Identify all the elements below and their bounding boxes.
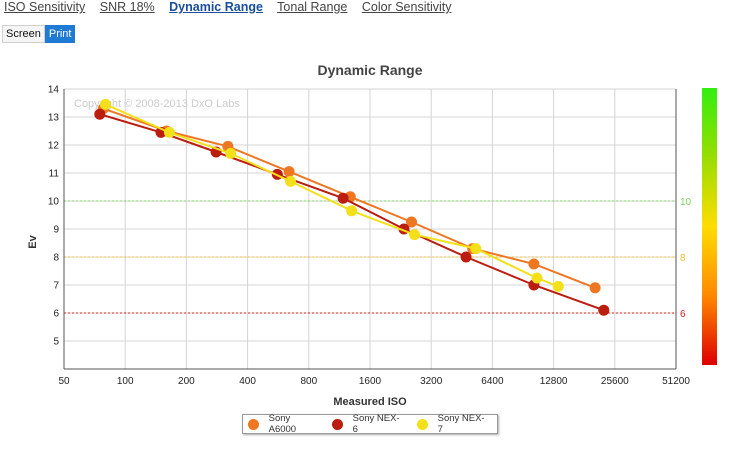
- x-tick-label: 3200: [420, 376, 443, 387]
- legend-label: Sony NEX-6: [352, 413, 400, 435]
- legend-marker-icon: [417, 418, 428, 430]
- print-mode-button[interactable]: Print: [44, 25, 76, 43]
- y-tick-label: 6: [53, 309, 59, 320]
- data-point[interactable]: [528, 258, 540, 270]
- y-tick-label: 14: [48, 85, 60, 96]
- data-point[interactable]: [598, 304, 610, 316]
- legend-item-sony-nex-6[interactable]: Sony NEX-6: [332, 413, 403, 435]
- reference-line-label: 6: [680, 309, 686, 320]
- tab-bar: ISO Sensitivity SNR 18% Dynamic Range To…: [4, 0, 462, 18]
- tab-tonal-range[interactable]: Tonal Range: [277, 0, 348, 14]
- tab-iso-sensitivity[interactable]: ISO Sensitivity: [4, 0, 86, 14]
- y-tick-label: 9: [53, 225, 59, 236]
- data-point[interactable]: [94, 108, 106, 120]
- x-tick-label: 100: [117, 376, 134, 387]
- y-tick-label: 13: [48, 113, 60, 124]
- tab-color-sensitivity[interactable]: Color Sensitivity: [361, 0, 452, 14]
- x-tick-label: 800: [300, 376, 317, 387]
- reference-line-label: 10: [680, 197, 692, 208]
- reference-lines: 10 8 6: [64, 197, 692, 320]
- data-point[interactable]: [531, 272, 543, 284]
- legend-marker-icon: [332, 418, 343, 430]
- data-point[interactable]: [163, 126, 175, 138]
- y-tick-label: 10: [48, 197, 60, 208]
- series-sony-nex-7: [99, 98, 564, 292]
- legend-item-sony-a6000[interactable]: Sony A6000: [248, 413, 318, 435]
- legend-item-sony-nex-7[interactable]: Sony NEX-7: [417, 413, 488, 435]
- chart-title: Dynamic Range: [317, 62, 422, 78]
- reference-line-label: 8: [680, 253, 686, 264]
- display-mode-toggle: Screen Print: [2, 25, 76, 43]
- legend-label: Sony A6000: [268, 413, 297, 435]
- y-tick-label: 7: [53, 281, 59, 292]
- data-point[interactable]: [225, 147, 237, 159]
- tab-snr-18[interactable]: SNR 18%: [99, 0, 155, 14]
- y-tick-label: 12: [48, 141, 60, 152]
- data-point[interactable]: [460, 251, 472, 263]
- y-axis-label: Ev: [27, 234, 39, 248]
- data-point[interactable]: [405, 216, 417, 228]
- x-axis-label: Measured ISO: [333, 396, 407, 408]
- x-tick-label: 51200: [662, 376, 690, 387]
- tab-dynamic-range[interactable]: Dynamic Range: [169, 0, 263, 14]
- x-tick-label: 6400: [481, 376, 504, 387]
- x-tick-label: 25600: [601, 376, 629, 387]
- data-point[interactable]: [337, 192, 349, 204]
- x-tick-label: 1600: [359, 376, 382, 387]
- data-point[interactable]: [284, 175, 296, 187]
- y-tick-label: 11: [49, 169, 60, 180]
- data-point[interactable]: [552, 280, 564, 292]
- screen-mode-button[interactable]: Screen: [2, 25, 45, 43]
- y-tick-label: 8: [53, 253, 59, 264]
- chart-axes: 50 100 200 400 800 1600 3200 6400 12800 25600 5120…: [48, 85, 690, 388]
- legend-label: Sony NEX-7: [437, 413, 485, 435]
- data-point[interactable]: [283, 166, 295, 178]
- legend-marker-icon: [248, 418, 259, 430]
- chart-legend: Sony A6000 Sony NEX-6 Sony NEX-7: [242, 413, 498, 435]
- data-point[interactable]: [346, 205, 358, 217]
- x-tick-label: 200: [178, 376, 195, 387]
- dynamic-range-colorbar: [702, 88, 717, 365]
- y-tick-label: 5: [53, 337, 59, 348]
- x-tick-label: 12800: [540, 376, 568, 387]
- data-point[interactable]: [470, 243, 482, 255]
- data-point[interactable]: [409, 229, 421, 241]
- copyright-watermark: Copyright © 2008-2013 DxO Labs: [74, 98, 240, 110]
- x-tick-label: 50: [58, 376, 70, 387]
- data-point[interactable]: [589, 282, 601, 294]
- data-point[interactable]: [99, 98, 111, 110]
- x-tick-label: 400: [239, 376, 256, 387]
- chart-series: [94, 98, 610, 316]
